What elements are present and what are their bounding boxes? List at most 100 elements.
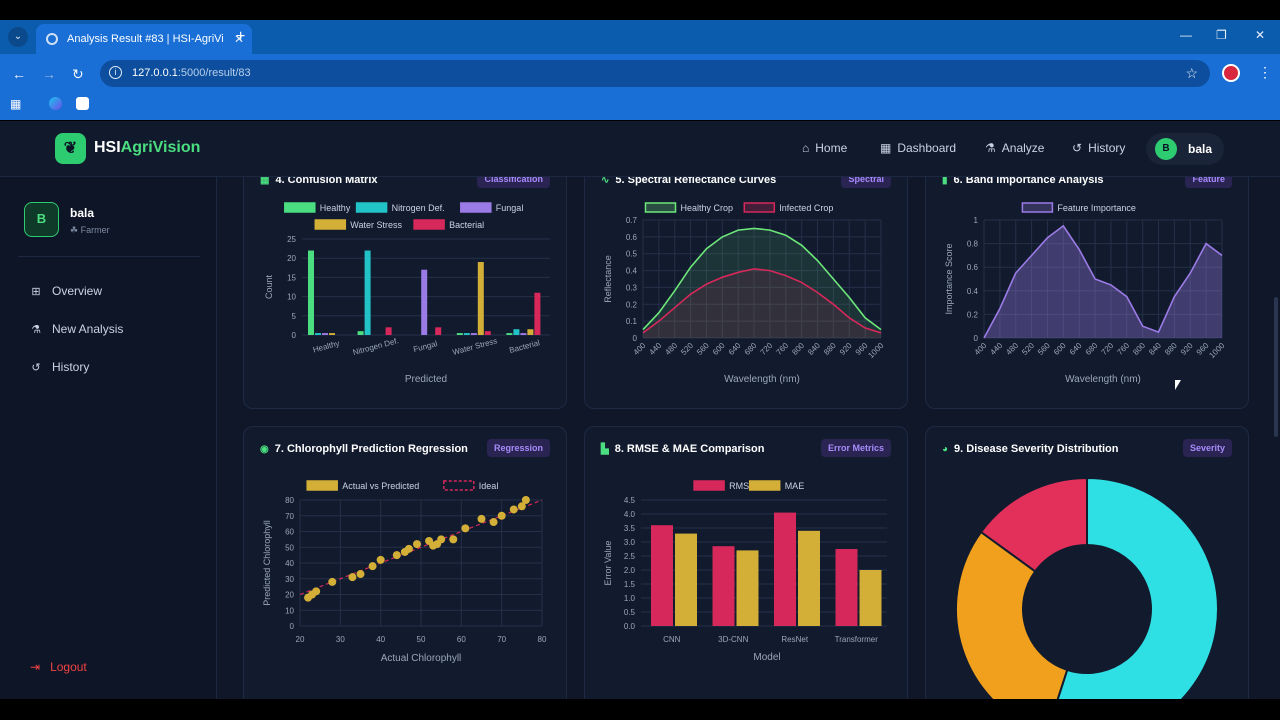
y-tick-label: 15: [287, 273, 296, 282]
legend-label: Ideal: [479, 481, 499, 491]
bar: [456, 333, 463, 335]
y-tick-label: 40: [285, 559, 294, 568]
window-close-icon[interactable]: ✕: [1255, 28, 1266, 42]
bar: [712, 546, 735, 626]
y-tick-label: 0.4: [967, 287, 979, 296]
y-tick-label: 30: [285, 575, 294, 584]
sidebar-user-role: ☘ Farmer: [70, 225, 110, 235]
scatter-point: [509, 505, 518, 514]
legend-label: RMSE: [729, 481, 755, 491]
bookmark-star-icon[interactable]: ☆: [1185, 65, 1198, 81]
browser-tab-active[interactable]: Analysis Result #83 | HSI-AgriVi ✕: [36, 24, 252, 54]
legend-swatch: [413, 219, 445, 230]
card-badge: Severity: [1182, 439, 1232, 457]
y-tick-label: 50: [285, 543, 294, 552]
card-title: ▮ 6. Band Importance Analysis: [942, 177, 1104, 186]
nav-analyze[interactable]: ⚗ Analyze: [985, 141, 1044, 155]
scatter-point: [477, 514, 486, 523]
y-tick-label: 0.8: [967, 240, 979, 249]
bars-icon: ▮: [942, 177, 948, 186]
x-tick-label: 800: [790, 341, 806, 357]
bar: [774, 512, 796, 626]
avatar: B: [1155, 138, 1177, 160]
apps-grid-icon[interactable]: ▦: [10, 97, 22, 111]
series-area: [643, 268, 881, 338]
sidebar-item-label: New Analysis: [52, 322, 124, 336]
target-icon: ◉: [260, 443, 269, 455]
browser-menu-icon[interactable]: ⋮: [1258, 64, 1272, 80]
user-name: bala: [1188, 142, 1213, 156]
y-axis-label: Count: [264, 275, 274, 300]
minimize-icon[interactable]: —: [1180, 28, 1192, 42]
user-menu[interactable]: B bala: [1146, 133, 1224, 165]
back-icon[interactable]: ←: [12, 66, 26, 82]
legend-swatch: [693, 480, 725, 491]
new-tab-icon[interactable]: +: [236, 28, 246, 45]
site-info-icon[interactable]: i: [109, 66, 122, 79]
legend-label: Water Stress: [350, 220, 402, 230]
card-chlorophyll-regression: ◉ 7. Chlorophyll Prediction Regression Re…: [243, 426, 567, 699]
y-axis-label: Predicted Chlorophyll: [262, 520, 272, 606]
reload-icon[interactable]: ↻: [72, 66, 84, 82]
bar: [651, 525, 673, 626]
band-importance-chart: Feature Importance 0 0.2 0.4 0.6 0.8 1 400 440 48…: [944, 202, 1227, 385]
bar: [527, 329, 534, 335]
x-tick-label: 520: [679, 341, 695, 357]
x-tick-label: 560: [1036, 341, 1052, 357]
url-text: 127.0.0.1:5000/result/83: [132, 67, 251, 79]
card-spectral-curves: ∿ 5. Spectral Reflectance Curves Spectral…: [584, 177, 908, 409]
y-tick-label: 10: [285, 606, 294, 615]
legend-swatch: [443, 480, 475, 491]
tab-list-dropdown-icon[interactable]: ⌄: [8, 27, 28, 47]
scatter-point: [356, 570, 365, 579]
card-title: ∿ 5. Spectral Reflectance Curves: [601, 177, 776, 186]
nav-dashboard[interactable]: ▦ Dashboard: [880, 141, 956, 155]
home-icon: ⌂: [802, 141, 810, 155]
bookmark-ai-icon[interactable]: [76, 97, 89, 110]
x-tick-label: 520: [1020, 341, 1036, 357]
sidebar-item-history[interactable]: ↺ History: [30, 360, 89, 374]
sidebar-item-new-analysis[interactable]: ⚗ New Analysis: [30, 322, 123, 336]
history-icon: ↺: [31, 361, 41, 374]
x-tick-label: 440: [647, 341, 663, 357]
logout-button[interactable]: ⇥ Logout: [30, 660, 87, 674]
scatter-point: [328, 577, 337, 586]
pie-icon: ◕: [942, 443, 949, 455]
x-tick-label: 1000: [1207, 341, 1226, 360]
x-tick-label: 30: [336, 635, 345, 644]
sidebar-item-overview[interactable]: ⊞ Overview: [30, 284, 102, 298]
scatter-point: [312, 587, 321, 596]
forward-icon[interactable]: →: [42, 66, 56, 82]
logout-icon: ⇥: [30, 660, 41, 674]
scatter-point: [376, 555, 385, 564]
x-tick-label: Nitrogen Def.: [352, 336, 400, 357]
sidebar-item-label: Overview: [52, 284, 103, 298]
bookmark-app-icon[interactable]: [49, 97, 62, 110]
logo-leaf-icon[interactable]: ❦: [55, 133, 86, 164]
logo-text[interactable]: HSIAgriVision: [94, 139, 201, 156]
y-tick-label: 4.0: [624, 510, 636, 519]
y-tick-label: 70: [285, 512, 294, 521]
y-tick-label: 0.5: [626, 250, 638, 259]
extension-icon[interactable]: [1222, 64, 1240, 82]
scatter-point: [348, 573, 357, 582]
x-tick-label: 920: [1179, 341, 1195, 357]
scatter-point: [489, 518, 498, 527]
address-bar[interactable]: i 127.0.0.1:5000/result/83 ☆: [100, 60, 1210, 87]
card-title: ◕ 9. Disease Severity Distribution: [942, 443, 1119, 455]
scatter-point: [404, 544, 413, 553]
legend-swatch: [284, 202, 316, 213]
card-rmse-mae: ▙ 8. RMSE & MAE Comparison Error Metrics …: [584, 426, 908, 699]
tab-close-icon[interactable]: ✕: [233, 32, 244, 46]
scatter-point: [368, 562, 377, 571]
bar: [534, 292, 541, 335]
bar: [835, 549, 858, 626]
nav-home[interactable]: ⌂ Home: [802, 141, 847, 155]
nav-history[interactable]: ↺ History: [1072, 141, 1125, 155]
x-tick-label: 3D-CNN: [718, 635, 748, 644]
page-scrollbar[interactable]: [1272, 177, 1280, 699]
restore-icon[interactable]: ❐: [1216, 28, 1227, 42]
y-tick-label: 0.4: [626, 267, 638, 276]
scatter-point: [412, 540, 421, 549]
scrollbar-thumb[interactable]: [1274, 297, 1278, 437]
